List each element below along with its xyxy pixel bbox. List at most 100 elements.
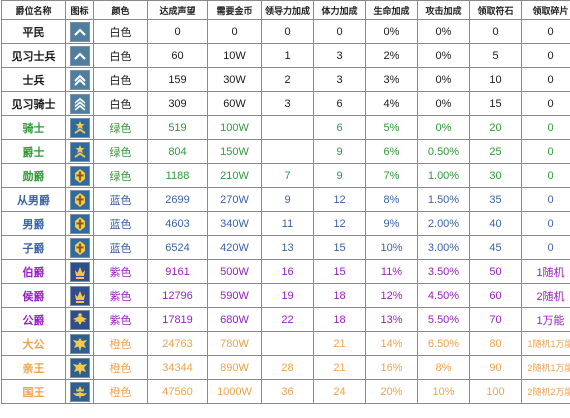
gold-cell: 420W [207, 235, 262, 260]
life-bonus-cell: 7% [365, 163, 418, 188]
runes-cell: 30 [469, 163, 522, 188]
fragments-cell: 0 [521, 91, 570, 116]
life-bonus-cell: 13% [365, 307, 418, 332]
gold-cell: 30W [207, 67, 262, 92]
life-bonus-cell: 9% [365, 211, 418, 236]
table-row: 子爵 蓝色 6524 420W 13 15 10% 3.00% 45 0 [1, 235, 570, 260]
stamina-cell: 0 [313, 19, 366, 44]
prestige-cell: 24763 [147, 331, 208, 356]
color-cell: 白色 [93, 91, 148, 116]
runes-cell: 5 [469, 43, 522, 68]
leadership-cell: 22 [261, 307, 314, 332]
table-row: 公爵 紫色 17819 680W 22 18 13% 5.50% 70 1万能 [1, 307, 570, 332]
rank-icon-cell [65, 355, 94, 380]
prestige-cell: 0 [147, 19, 208, 44]
prestige-cell: 60 [147, 43, 208, 68]
leadership-cell: 19 [261, 283, 314, 308]
stamina-cell: 6 [313, 91, 366, 116]
stamina-cell: 12 [313, 211, 366, 236]
header-color: 颜色 [93, 0, 148, 20]
prestige-cell: 34344 [147, 355, 208, 380]
table-row: 伯爵 紫色 9161 500W 16 15 11% 3.50% 50 1随机 [1, 259, 570, 284]
rank-name-cell: 见习骑士 [1, 91, 66, 116]
color-cell: 绿色 [93, 139, 148, 164]
attack-bonus-cell: 0% [417, 91, 470, 116]
leadership-cell: 9 [261, 187, 314, 212]
color-cell: 橙色 [93, 331, 148, 356]
stamina-cell: 21 [313, 331, 366, 356]
gold-cell: 500W [207, 259, 262, 284]
rank-name-cell: 侯爵 [1, 283, 66, 308]
stamina-cell: 3 [313, 67, 366, 92]
gold-cell: 0 [207, 19, 262, 44]
cross-badge-icon [69, 213, 90, 234]
color-cell: 白色 [93, 43, 148, 68]
leadership-cell: 11 [261, 211, 314, 236]
runes-cell: 60 [469, 283, 522, 308]
runes-cell: 35 [469, 187, 522, 212]
crown-eagle-badge-icon [69, 381, 90, 402]
leadership-cell: 3 [261, 91, 314, 116]
runes-cell: 40 [469, 211, 522, 236]
eagle-badge-icon [69, 357, 90, 378]
rank-icon-cell [65, 379, 94, 404]
gold-cell: 780W [207, 331, 262, 356]
header-icon: 图标 [65, 0, 94, 20]
leadership-cell: 2 [261, 67, 314, 92]
color-cell: 蓝色 [93, 211, 148, 236]
attack-bonus-cell: 3.50% [417, 259, 470, 284]
rank-icon-cell [65, 91, 94, 116]
fragments-cell: 0 [521, 43, 570, 68]
rank-icon-cell [65, 307, 94, 332]
fragments-cell: 0 [521, 139, 570, 164]
stamina-cell: 21 [313, 355, 366, 380]
cross-badge-icon [69, 237, 90, 258]
fragments-cell: 1万能 [521, 307, 570, 332]
attack-bonus-cell: 0% [417, 67, 470, 92]
rank-icon-cell [65, 235, 94, 260]
attack-bonus-cell: 3.00% [417, 235, 470, 260]
stamina-cell: 15 [313, 235, 366, 260]
gold-cell: 1000W [207, 379, 262, 404]
fragments-cell: 2随机2万能 [521, 379, 570, 404]
runes-cell: 50 [469, 259, 522, 284]
rank-name-cell: 从男爵 [1, 187, 66, 212]
prestige-cell: 9161 [147, 259, 208, 284]
prestige-cell: 804 [147, 139, 208, 164]
rank-icon-cell [65, 43, 94, 68]
table-row: 男爵 蓝色 4603 340W 11 12 9% 2.00% 40 0 [1, 211, 570, 236]
rank-name-cell: 伯爵 [1, 259, 66, 284]
table-row: 国王 橙色 47560 1000W 36 24 20% 10% 100 2随机2万能 [1, 379, 570, 404]
table-row: 士兵 白色 159 30W 2 3 3% 0% 10 0 [1, 67, 570, 92]
attack-bonus-cell: 1.00% [417, 163, 470, 188]
rank-name-cell: 亲王 [1, 355, 66, 380]
life-bonus-cell: 14% [365, 331, 418, 356]
crown-badge-icon [69, 285, 90, 306]
leadership-cell: 13 [261, 235, 314, 260]
prestige-cell: 159 [147, 67, 208, 92]
stamina-cell: 24 [313, 379, 366, 404]
rank-icon-cell [65, 163, 94, 188]
color-cell: 紫色 [93, 307, 148, 332]
header-life: 生命加成 [365, 0, 418, 20]
table-row: 大公 橙色 24763 780W 21 14% 6.50% 80 1随机1万能 [1, 331, 570, 356]
table-row: 见习骑士 白色 309 60W 3 6 4% 0% 15 0 [1, 91, 570, 116]
leadership-cell [261, 331, 314, 356]
cross-badge-icon [69, 165, 90, 186]
leadership-cell: 0 [261, 19, 314, 44]
attack-bonus-cell: 2.00% [417, 211, 470, 236]
table-row: 勋爵 绿色 1188 210W 7 9 7% 1.00% 30 0 [1, 163, 570, 188]
prestige-cell: 1188 [147, 163, 208, 188]
fragments-cell: 0 [521, 187, 570, 212]
header-leadership: 领导力加成 [261, 0, 314, 20]
stamina-cell: 9 [313, 163, 366, 188]
header-rank-name: 爵位名称 [1, 0, 66, 20]
table-row: 亲王 橙色 34344 890W 28 21 16% 8% 90 2随机1万能 [1, 355, 570, 380]
header-fragments: 领取碎片 [521, 0, 570, 20]
prestige-cell: 2699 [147, 187, 208, 212]
life-bonus-cell: 10% [365, 235, 418, 260]
rank-name-cell: 见习士兵 [1, 43, 66, 68]
chevron-rank-icon [69, 21, 90, 42]
fragments-cell: 1随机1万能 [521, 331, 570, 356]
runes-cell: 70 [469, 307, 522, 332]
